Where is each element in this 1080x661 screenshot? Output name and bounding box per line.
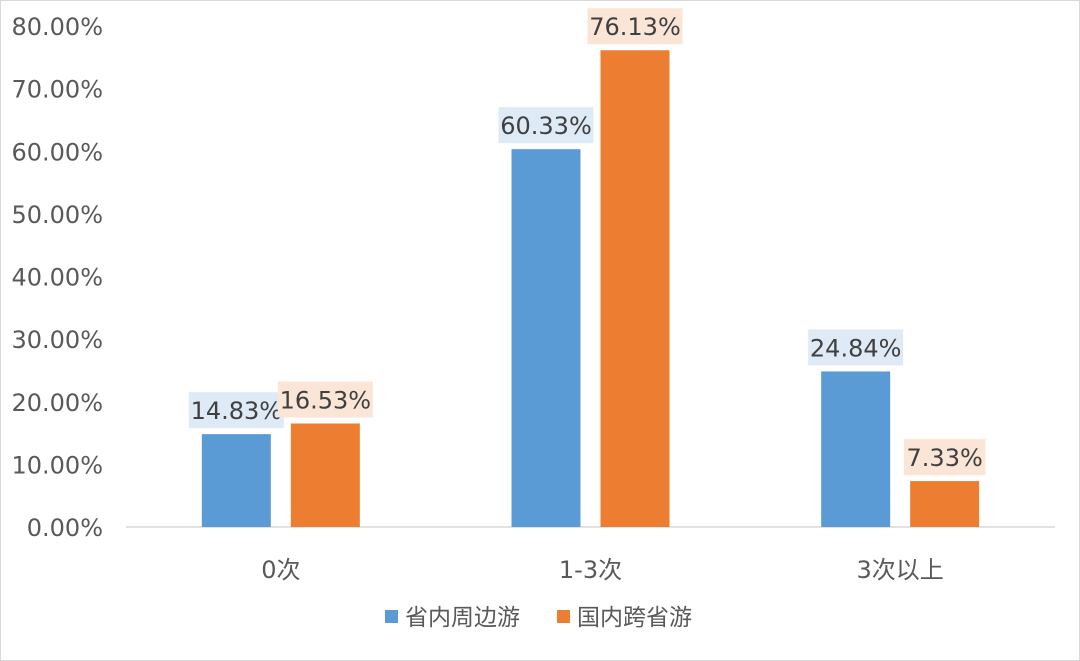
data-label: 14.83%	[191, 397, 283, 425]
bar-series-1	[201, 434, 271, 527]
y-tick-label: 30.00%	[11, 326, 103, 354]
data-label-background	[587, 8, 683, 45]
legend-swatch	[385, 610, 398, 623]
legend-label: 国内跨省游	[577, 605, 692, 631]
data-label: 24.84%	[810, 334, 902, 362]
legend-label: 省内周边游	[405, 605, 520, 631]
data-label: 60.33%	[500, 112, 592, 140]
y-tick-label: 70.00%	[11, 76, 103, 104]
bar-series-2	[600, 50, 670, 528]
legend-swatch	[557, 610, 570, 623]
bar-series-1	[511, 149, 581, 527]
x-category-label: 1-3次	[559, 556, 622, 584]
y-tick-label: 50.00%	[11, 201, 103, 229]
y-tick-label: 20.00%	[11, 389, 103, 417]
data-label-background	[808, 329, 904, 366]
y-tick-label: 80.00%	[11, 13, 103, 41]
y-tick-label: 40.00%	[11, 264, 103, 292]
y-tick-label: 10.00%	[11, 451, 103, 479]
bar-series-1	[821, 371, 891, 527]
x-category-label: 0次	[261, 556, 300, 584]
bar-series-2	[910, 481, 980, 527]
data-label-background	[277, 381, 373, 418]
x-category-label: 3次以上	[857, 556, 944, 584]
data-label-background	[903, 439, 986, 476]
data-label: 16.53%	[280, 386, 372, 414]
data-label-background	[498, 107, 594, 144]
data-label: 7.33%	[907, 444, 983, 472]
bar-series-2	[290, 423, 360, 527]
y-tick-label: 0.00%	[27, 514, 103, 542]
data-label: 76.13%	[589, 13, 681, 41]
y-tick-label: 60.00%	[11, 138, 103, 166]
data-label-background	[188, 392, 284, 429]
